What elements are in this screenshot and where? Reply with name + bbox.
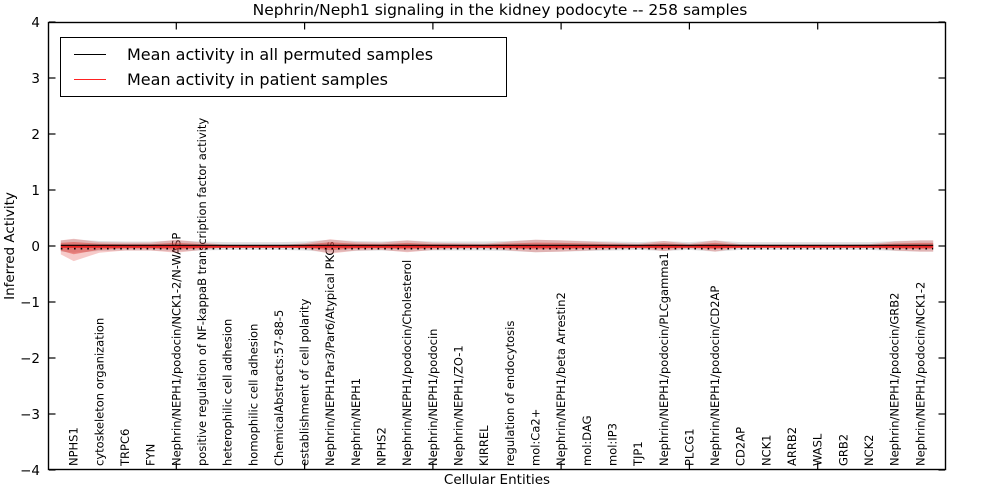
x-category-label: Nephrin/NEPH1/podocin/CD2AP <box>708 286 722 466</box>
x-category-label: regulation of endocytosis <box>503 321 517 466</box>
legend-label-permuted: Mean activity in all permuted samples <box>127 44 434 64</box>
legend-line-patient-icon <box>74 79 106 81</box>
x-category-label: Nephrin/NEPH1/beta Arrestin2 <box>554 292 568 466</box>
x-category-label: Nephrin/NEPH1 <box>349 378 363 466</box>
x-category-label: TRPC6 <box>118 429 132 467</box>
x-category-label: Nephrin/NEPH1/podocin/GRB2 <box>888 293 902 466</box>
legend-item-permuted: Mean activity in all permuted samples <box>74 45 506 64</box>
x-category-label: Nephrin/NEPH1/podocin/Cholesterol <box>400 260 414 466</box>
x-category-label: ChemicalAbstracts:57-88-5 <box>272 310 286 466</box>
x-category-label: heterophilic cell adhesion <box>221 319 235 466</box>
x-category-label: Nephrin/NEPH1/podocin/PLCgamma1 <box>657 252 671 466</box>
y-tick-label: 1 <box>31 183 40 199</box>
x-category-label: Nephrin/NEPH1/podocin/NCK1-2/N-WASP <box>169 233 183 466</box>
x-category-label: WASL <box>811 433 825 466</box>
y-tick-label: −1 <box>20 295 40 311</box>
y-tick-label: 2 <box>31 127 40 143</box>
x-category-label: NCK1 <box>759 435 773 467</box>
x-category-label: establishment of cell polarity <box>298 298 312 466</box>
x-category-label: mol:IP3 <box>606 423 620 466</box>
x-category-label: NCK2 <box>862 435 876 467</box>
y-tick-label: 0 <box>31 239 40 255</box>
x-category-label: mol:DAG <box>580 415 594 466</box>
y-tick-label: 4 <box>31 15 40 31</box>
x-category-label: Nephrin/NEPH1Par3/Par6/Atypical PKCs <box>323 242 337 466</box>
legend: Mean activity in all permuted samples Me… <box>60 37 507 97</box>
legend-label-patient: Mean activity in patient samples <box>127 70 388 90</box>
x-category-label: Nephrin/NEPH1/podocin <box>426 329 440 466</box>
x-category-label: homophilic cell adhesion <box>246 324 260 466</box>
legend-item-patient: Mean activity in patient samples <box>74 70 506 89</box>
x-category-label: Nephrin/NEPH1/ZO-1 <box>452 345 466 466</box>
x-category-label: positive regulation of NF-kappaB transcr… <box>195 118 209 466</box>
x-category-label: mol:Ca2+ <box>529 409 543 466</box>
ribbon <box>60 238 934 262</box>
x-category-label: Nephrin/NEPH1/podocin/NCK1-2 <box>913 282 927 466</box>
x-category-label: ARRB2 <box>785 427 799 466</box>
x-axis-label: Cellular Entities <box>443 472 551 488</box>
y-tick-label: −3 <box>20 407 40 423</box>
x-category-label: PLCG1 <box>682 428 696 466</box>
x-category-label: GRB2 <box>836 434 850 466</box>
x-category-label: KIRREL <box>477 425 491 466</box>
x-category-label: NPHS2 <box>375 427 389 466</box>
x-category-label: CD2AP <box>734 427 748 466</box>
x-category-label: NPHS1 <box>67 427 81 466</box>
x-category-label: TJP1 <box>631 441 645 467</box>
chart-title: Nephrin/Neph1 signaling in the kidney po… <box>252 1 748 19</box>
y-tick-label: 3 <box>31 71 40 87</box>
axes-box <box>47 21 947 471</box>
legend-line-permuted-icon <box>74 53 106 55</box>
y-tick-label: −4 <box>20 463 40 479</box>
y-tick-label: −2 <box>20 351 40 367</box>
x-category-label: FYN <box>144 444 158 466</box>
x-category-label: cytoskeleton organization <box>92 318 106 466</box>
